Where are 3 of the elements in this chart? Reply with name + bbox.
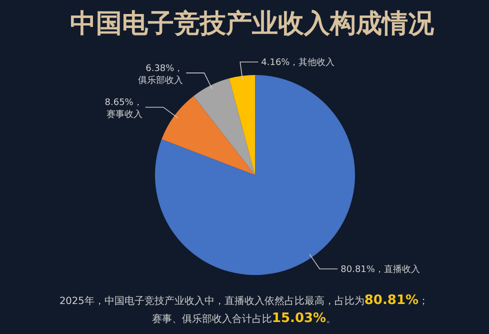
annotation: 2025年，中国电子竞技产业收入中，直播收入依然占比最高，占比为80.81%；	[59, 293, 429, 308]
annotation: 赛事、俱乐部收入合计占比15.03%。	[152, 311, 336, 326]
title: 中国电子竞技产业收入构成情况	[70, 9, 434, 39]
